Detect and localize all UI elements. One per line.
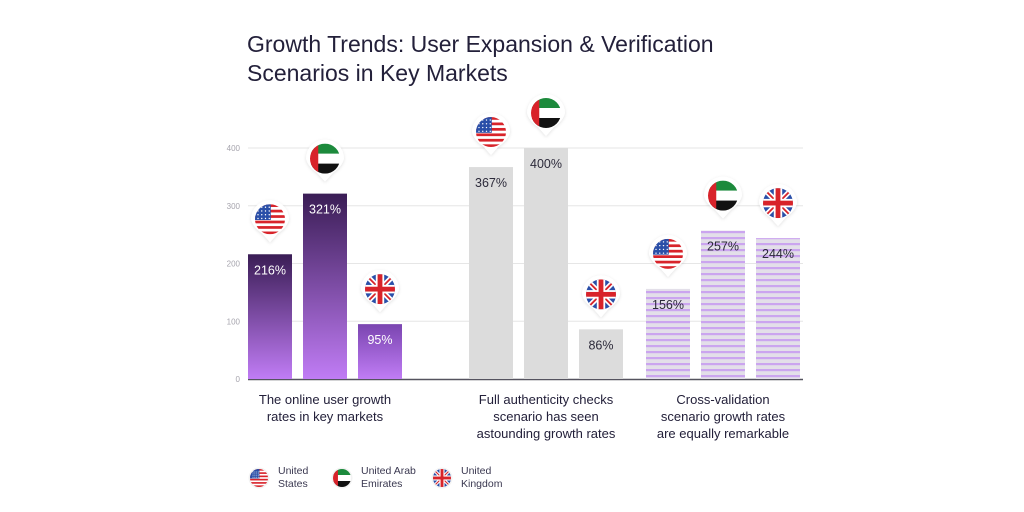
bar-group-2: 367% 400% 86% [469,148,623,379]
flag-pin [472,113,510,156]
y-tick-label: 400 [227,144,241,153]
caption-line: scenario has seen [493,409,599,424]
chart-title-line-2: Scenarios in Key Markets [247,60,508,86]
us-flag-icon [653,238,683,269]
us-flag-icon [255,204,285,235]
group-caption-1: The online user growth rates in key marke… [235,391,415,425]
bar-value-label: 400% [530,157,562,171]
y-tick-label: 0 [236,375,241,384]
chart-title: Growth Trends: User Expansion & Verifica… [247,30,807,88]
bar-value-label: 321% [309,203,341,217]
caption-line: The online user growth [258,392,392,407]
group-caption-2: Full authenticity checks scenario has see… [456,391,636,442]
flag-pin [527,94,565,136]
flag-pin [361,270,399,313]
bar [579,329,623,379]
legend-label: United Kingdom [461,465,503,490]
uk-flag-icon [365,274,395,305]
caption-line: Cross-validation [676,392,770,407]
bar [646,288,690,379]
caption-line: are equally remarkable [656,426,790,441]
legend-item: United States [248,465,308,491]
bar [469,167,513,379]
uae-flag-icon [708,180,738,211]
uae-flag-icon [310,143,340,174]
legend-flag-icon [431,467,453,489]
legend-flag-icon [331,467,353,489]
bar-value-label: 156% [652,298,684,312]
y-tick-label: 100 [227,317,241,326]
caption-line: scenario growth rates [660,409,786,424]
bar [358,324,402,379]
bar-group-1: 216% 321% 95% [248,193,402,379]
caption-line: rates in key markets [266,409,384,424]
bar-value-label: 257% [707,240,739,254]
bar-value-label: 86% [588,338,613,352]
bar-group-3: 156% 257% 244% [646,230,800,379]
us-flag-icon [476,117,506,148]
us-flag-icon [250,469,268,487]
uk-flag-icon [433,469,451,487]
legend-item: United Arab Emirates [331,465,416,491]
legend-item: United Kingdom [431,465,502,491]
bar [756,238,800,379]
bar-value-label: 244% [762,247,794,261]
bar [701,230,745,379]
uk-flag-icon [763,188,793,219]
legend-label: United Arab Emirates [361,465,416,490]
flag-pin [704,176,742,219]
flag-pin [306,139,344,182]
bar [524,148,568,379]
legend-flag-icon [248,467,270,489]
flag-pin [759,184,797,227]
flag-pin [251,200,289,243]
bar-value-label: 216% [254,263,286,277]
uk-flag-icon [586,279,616,310]
y-tick-label: 300 [227,202,241,211]
flag-pin [649,234,687,277]
y-tick-label: 200 [227,260,241,269]
group-caption-3: Cross-validation scenario growth rates are… [633,391,813,442]
uae-flag-icon [531,98,561,128]
legend-label: United States [278,465,309,490]
bar [303,193,347,379]
bar-value-label: 95% [367,333,392,347]
flag-pin [582,275,620,318]
chart-title-line-1: Growth Trends: User Expansion & Verifica… [247,31,714,57]
caption-line: Full authenticity checks [478,392,614,407]
bar [248,254,292,379]
uae-flag-icon [333,469,351,487]
caption-line: astounding growth rates [476,426,616,441]
bar-value-label: 367% [475,176,507,190]
